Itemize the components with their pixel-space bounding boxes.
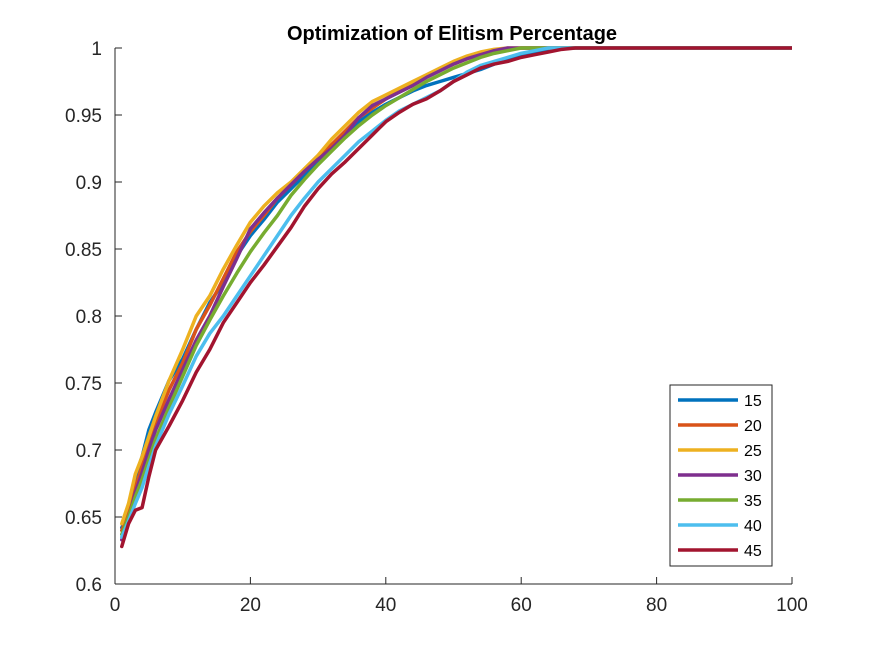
legend-label-30: 30 xyxy=(744,468,762,485)
legend: 15 20 25 30 35 40 45 xyxy=(669,384,773,567)
series-line-35 xyxy=(120,46,792,537)
chart-title: Optimization of Elitism Percentage xyxy=(287,23,617,45)
x-tick-label: 60 xyxy=(511,595,532,616)
y-tick-label: 0.9 xyxy=(76,173,102,194)
x-tick-label: 40 xyxy=(375,595,396,616)
series-line-30 xyxy=(120,46,792,542)
y-axis-ticks: 0.6 0.65 0.7 0.75 0.8 0.85 0.9 0.95 1 xyxy=(65,39,122,596)
y-tick-label: 0.7 xyxy=(76,441,102,462)
x-tick-label: 0 xyxy=(110,595,121,616)
y-tick-label: 0.95 xyxy=(65,106,102,127)
y-tick-label: 0.65 xyxy=(65,508,102,529)
y-tick-label: 0.75 xyxy=(65,374,102,395)
y-tick-label: 0.8 xyxy=(76,307,102,328)
y-tick-label: 1 xyxy=(91,39,102,60)
series-line-45 xyxy=(120,46,792,549)
legend-label-35: 35 xyxy=(744,493,762,510)
y-tick-label: 0.6 xyxy=(76,575,102,596)
y-tick-label: 0.85 xyxy=(65,240,102,261)
legend-label-40: 40 xyxy=(744,518,762,535)
x-tick-label: 100 xyxy=(776,595,808,616)
series-line-25 xyxy=(120,46,792,526)
legend-label-25: 25 xyxy=(744,443,762,460)
x-tick-label: 20 xyxy=(240,595,261,616)
series-line-40 xyxy=(120,46,792,539)
x-axis-ticks: 0 20 40 60 80 100 xyxy=(110,577,808,616)
x-tick-label: 80 xyxy=(646,595,667,616)
legend-label-15: 15 xyxy=(744,393,762,410)
legend-label-20: 20 xyxy=(744,418,762,435)
legend-label-45: 45 xyxy=(744,543,762,560)
plot-lines xyxy=(120,46,792,549)
